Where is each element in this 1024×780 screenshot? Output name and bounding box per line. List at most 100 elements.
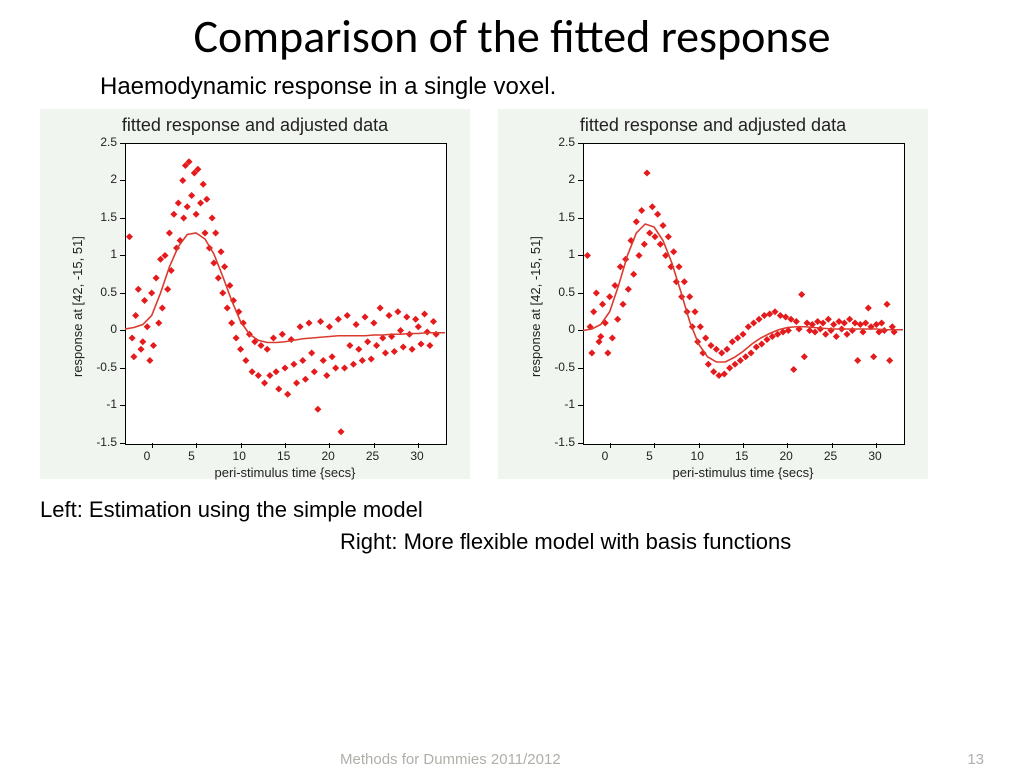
scatter-point (588, 349, 595, 356)
scatter-point (255, 372, 262, 379)
scatter-point (281, 364, 288, 371)
scatter-point (761, 312, 768, 319)
scatter-point (284, 390, 291, 397)
scatter-point (175, 199, 182, 206)
scatter-point (681, 278, 688, 285)
scatter-point (305, 319, 312, 326)
scatter-point (397, 327, 404, 334)
scatter-point (302, 375, 309, 382)
scatter-point (803, 319, 810, 326)
scatter-point (144, 323, 151, 330)
scatter-point (417, 340, 424, 347)
scatter-point (221, 263, 228, 270)
scatter-point (320, 357, 327, 364)
scatter-point (715, 372, 722, 379)
scatter-point (713, 345, 720, 352)
scatter-point (323, 372, 330, 379)
scatter-point (854, 357, 861, 364)
scatter-point (739, 330, 746, 337)
scatter-point (718, 349, 725, 356)
scatter-point (747, 349, 754, 356)
scatter-point (368, 355, 375, 362)
scatter-point (846, 315, 853, 322)
scatter-point (849, 327, 856, 334)
scatter-point (878, 319, 885, 326)
plot-svg (40, 109, 470, 479)
scatter-point (734, 334, 741, 341)
scatter-point (155, 319, 162, 326)
scatter-point (798, 291, 805, 298)
scatter-point (166, 229, 173, 236)
scatter-point (337, 428, 344, 435)
scatter-point (164, 285, 171, 292)
fitted-line (125, 233, 445, 343)
scatter-point (148, 289, 155, 296)
scatter-point (702, 334, 709, 341)
scatter-point (426, 342, 433, 349)
scatter-point (651, 233, 658, 240)
scatter-point (237, 345, 244, 352)
scatter-point (329, 353, 336, 360)
scatter-point (729, 338, 736, 345)
scatter-point (415, 323, 422, 330)
scatter-point (619, 300, 626, 307)
scatter-point (353, 321, 360, 328)
scatter-point (635, 252, 642, 259)
scatter-point (153, 274, 160, 281)
scatter-point (200, 180, 207, 187)
scatter-point (745, 323, 752, 330)
scatter-point (215, 274, 222, 281)
scatter-point (606, 293, 613, 300)
scatter-point (633, 218, 640, 225)
scatter-point (126, 233, 133, 240)
scatter-point (686, 293, 693, 300)
scatter-point (609, 334, 616, 341)
scatter-point (731, 360, 738, 367)
scatter-point (261, 379, 268, 386)
scatter-point (139, 338, 146, 345)
scatter-point (270, 334, 277, 341)
scatter-point (170, 210, 177, 217)
scatter-point (209, 214, 216, 221)
scatter-point (843, 330, 850, 337)
scatter-point (584, 252, 591, 259)
scatter-point (391, 348, 398, 355)
scatter-point (777, 312, 784, 319)
scatter-point (394, 308, 401, 315)
scatter-point (409, 345, 416, 352)
scatter-point (638, 207, 645, 214)
scatter-point (370, 319, 377, 326)
scatter-point (604, 349, 611, 356)
scatter-point (841, 319, 848, 326)
scatter-point (705, 360, 712, 367)
scatter-point (382, 349, 389, 356)
scatter-point (385, 312, 392, 319)
scatter-point (137, 345, 144, 352)
charts-row: fitted response and adjusted data-1.5-1-… (40, 109, 1024, 479)
scatter-point (146, 357, 153, 364)
scatter-point (308, 349, 315, 356)
scatter-point (707, 342, 714, 349)
scatter-point (737, 357, 744, 364)
scatter-point (433, 330, 440, 337)
scatter-point (266, 372, 273, 379)
scatter-point (377, 304, 384, 311)
fitted-line (583, 224, 903, 362)
slide-subtitle: Haemodynamic response in a single voxel. (100, 73, 1024, 101)
scatter-point (150, 342, 157, 349)
scatter-point (643, 169, 650, 176)
slide-title: Comparison of the fitted response (60, 12, 964, 63)
scatter-point (130, 353, 137, 360)
scatter-point (219, 289, 226, 296)
scatter-point (332, 364, 339, 371)
scatter-point (275, 385, 282, 392)
scatter-point (654, 210, 661, 217)
scatter-point (886, 357, 893, 364)
scatter-point (228, 319, 235, 326)
scatter-point (203, 195, 210, 202)
scatter-point (430, 318, 437, 325)
footer-text: Methods for Dummies 2011/2012 (340, 751, 561, 768)
scatter-point (421, 310, 428, 317)
scatter-point (659, 222, 666, 229)
scatter-point (857, 321, 864, 328)
